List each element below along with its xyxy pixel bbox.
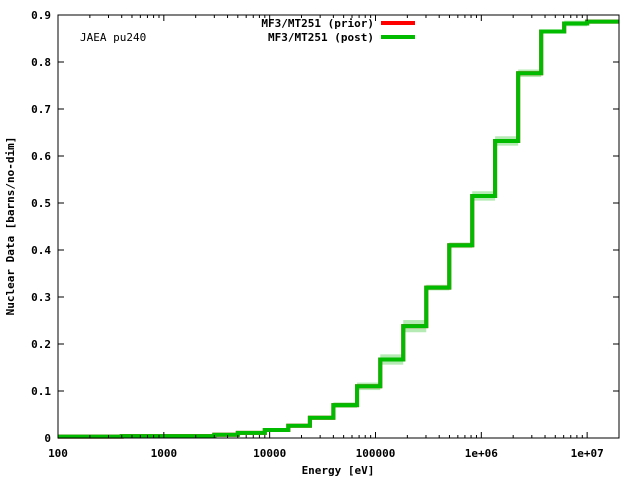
series-lines (58, 19, 619, 439)
y-tick-label: 0.6 (31, 150, 51, 163)
x-axis-label: Energy [eV] (302, 464, 375, 477)
x-tick-label: 100 (48, 447, 68, 460)
plot-frame (57, 14, 620, 439)
y-tick-label: 0.1 (31, 385, 51, 398)
x-tick-label: 1000 (151, 447, 178, 460)
y-tick-label: 0.5 (31, 197, 51, 210)
legend-label-post: MF3/MT251 (post) (268, 31, 374, 44)
legend: MF3/MT251 (prior) MF3/MT251 (post) (261, 17, 415, 44)
series-line-prior (58, 19, 619, 439)
x-tick-label: 1e+06 (465, 447, 498, 460)
chart-annotation: JAEA pu240 (80, 31, 146, 44)
x-tick-label: 10000 (253, 447, 286, 460)
y-tick-label: 0 (44, 432, 51, 445)
y-tick-label: 0.2 (31, 338, 51, 351)
y-axis-label: Nuclear Data [barns/no-dim] (4, 137, 17, 316)
uncertainty-bands (58, 20, 619, 438)
y-tick-label: 0.9 (31, 9, 51, 22)
y-tick-label: 0.3 (31, 291, 51, 304)
x-tick-label: 1e+07 (571, 447, 604, 460)
axis-ticks (57, 14, 620, 439)
y-tick-label: 0.7 (31, 103, 51, 116)
y-tick-labels: 0 0.1 0.2 0.3 0.4 0.5 0.6 0.7 0.8 0.9 (31, 9, 51, 445)
x-tick-labels: 100 1000 10000 100000 1e+06 1e+07 (48, 447, 604, 460)
legend-label-prior: MF3/MT251 (prior) (261, 17, 374, 30)
y-tick-label: 0.4 (31, 244, 51, 257)
x-tick-label: 100000 (356, 447, 396, 460)
series-line-post (58, 19, 619, 439)
y-tick-label: 0.8 (31, 56, 51, 69)
